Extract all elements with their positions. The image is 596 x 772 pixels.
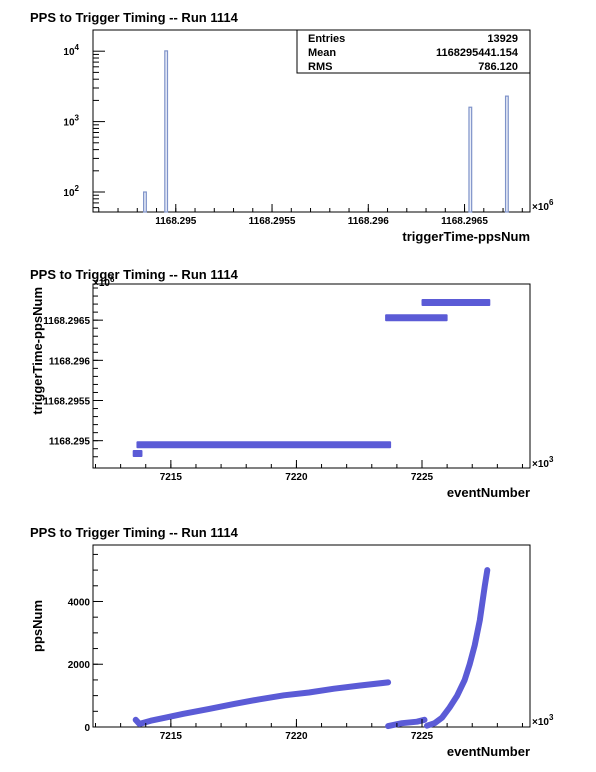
panel-3-y-ticks: 0 2000 4000 [68, 553, 103, 734]
panel-2-y-ticks: 1168.295 1168.2955 1168.296 1168.2965 [43, 287, 103, 458]
panel-3-x-multiplier: ×103 [532, 713, 554, 728]
stats-rms-value: 786.120 [478, 61, 518, 73]
histogram-bar [164, 50, 169, 213]
x-tick-label: 7220 [285, 731, 308, 742]
panel-2-frame [92, 283, 531, 469]
panel-1-y-ticks: 102 103 104 [63, 43, 105, 209]
x-tick-label: 7225 [411, 731, 434, 742]
panel-2-y-axis-label: triggerTime-ppsNum [30, 287, 45, 415]
stats-entries-value: 13929 [487, 33, 518, 45]
ppsnum-series [385, 716, 428, 730]
ppsnum-series [424, 567, 491, 729]
y-tick-label: 1168.2955 [43, 397, 90, 408]
panel-1-x-ticks: 1168.295 1168.2955 1168.296 1168.2965 [98, 204, 523, 227]
panel-2-marks [132, 298, 491, 458]
panel-2-x-multiplier: ×103 [532, 455, 554, 470]
x-tick-label: 7220 [285, 472, 308, 483]
y-tick-label: 1168.2965 [43, 316, 90, 327]
x-tick-label: 1168.296 [348, 216, 390, 227]
timing-segment [132, 450, 143, 458]
panel-1-title: PPS to Trigger Timing -- Run 1114 [30, 10, 239, 25]
panel-1-x-multiplier: ×106 [532, 198, 554, 213]
ppsnum-series [132, 679, 392, 727]
panel-3-title: PPS to Trigger Timing -- Run 1114 [30, 525, 239, 540]
timing-segment [385, 314, 448, 322]
panel-ppsnum-vs-event: PPS to Trigger Timing -- Run 1114 7215 72… [30, 525, 554, 759]
y-tick-label: 0 [84, 723, 90, 734]
stats-mean-label: Mean [308, 47, 336, 59]
panel-1-bars [143, 50, 509, 213]
panel-3-frame [92, 544, 531, 728]
x-tick-label: 1168.2965 [441, 216, 488, 227]
histogram-bar [468, 106, 473, 213]
panel-timing-vs-event: PPS to Trigger Timing -- Run 1114 7215 72… [30, 267, 554, 500]
y-tick-label: 1168.295 [49, 437, 91, 448]
panel-2-y-multiplier: ×106 [93, 275, 115, 289]
x-tick-label: 7225 [411, 472, 434, 483]
x-tick-label: 7215 [160, 472, 183, 483]
panel-3-x-ticks: 7215 7220 7225 [95, 719, 523, 742]
panel-1-x-axis-label: triggerTime-ppsNum [402, 229, 530, 244]
y-tick-label: 4000 [68, 597, 91, 608]
stats-box-frame [296, 29, 531, 74]
x-tick-label: 7215 [160, 731, 183, 742]
panel-2-title: PPS to Trigger Timing -- Run 1114 [30, 267, 239, 282]
timing-segment [136, 441, 392, 449]
panel-3-marks [132, 567, 491, 730]
x-tick-label: 1168.295 [155, 216, 197, 227]
panel-3-y-axis-label: ppsNum [30, 600, 45, 652]
timing-segment [421, 298, 491, 306]
y-tick-label: 104 [63, 43, 79, 58]
y-tick-label: 103 [63, 114, 79, 129]
stats-rms-label: RMS [308, 61, 332, 73]
histogram-bar [143, 191, 147, 213]
panel-2-x-ticks: 7215 7220 7225 [95, 460, 523, 483]
y-tick-label: 2000 [68, 660, 91, 671]
y-tick-label: 1168.296 [49, 356, 91, 367]
stats-mean-value: 1168295441.154 [436, 47, 519, 59]
x-tick-label: 1168.2955 [249, 216, 296, 227]
y-tick-label: 102 [63, 184, 79, 199]
histogram-bar [504, 95, 509, 213]
panel-2-x-axis-label: eventNumber [447, 485, 530, 500]
panel-3-x-axis-label: eventNumber [447, 744, 530, 759]
panel-histogram: PPS to Trigger Timing -- Run 1114 1168.2… [30, 10, 554, 244]
stats-box: Entries 13929 Mean 1168295441.154 RMS 78… [296, 29, 531, 74]
stats-entries-label: Entries [308, 33, 345, 45]
